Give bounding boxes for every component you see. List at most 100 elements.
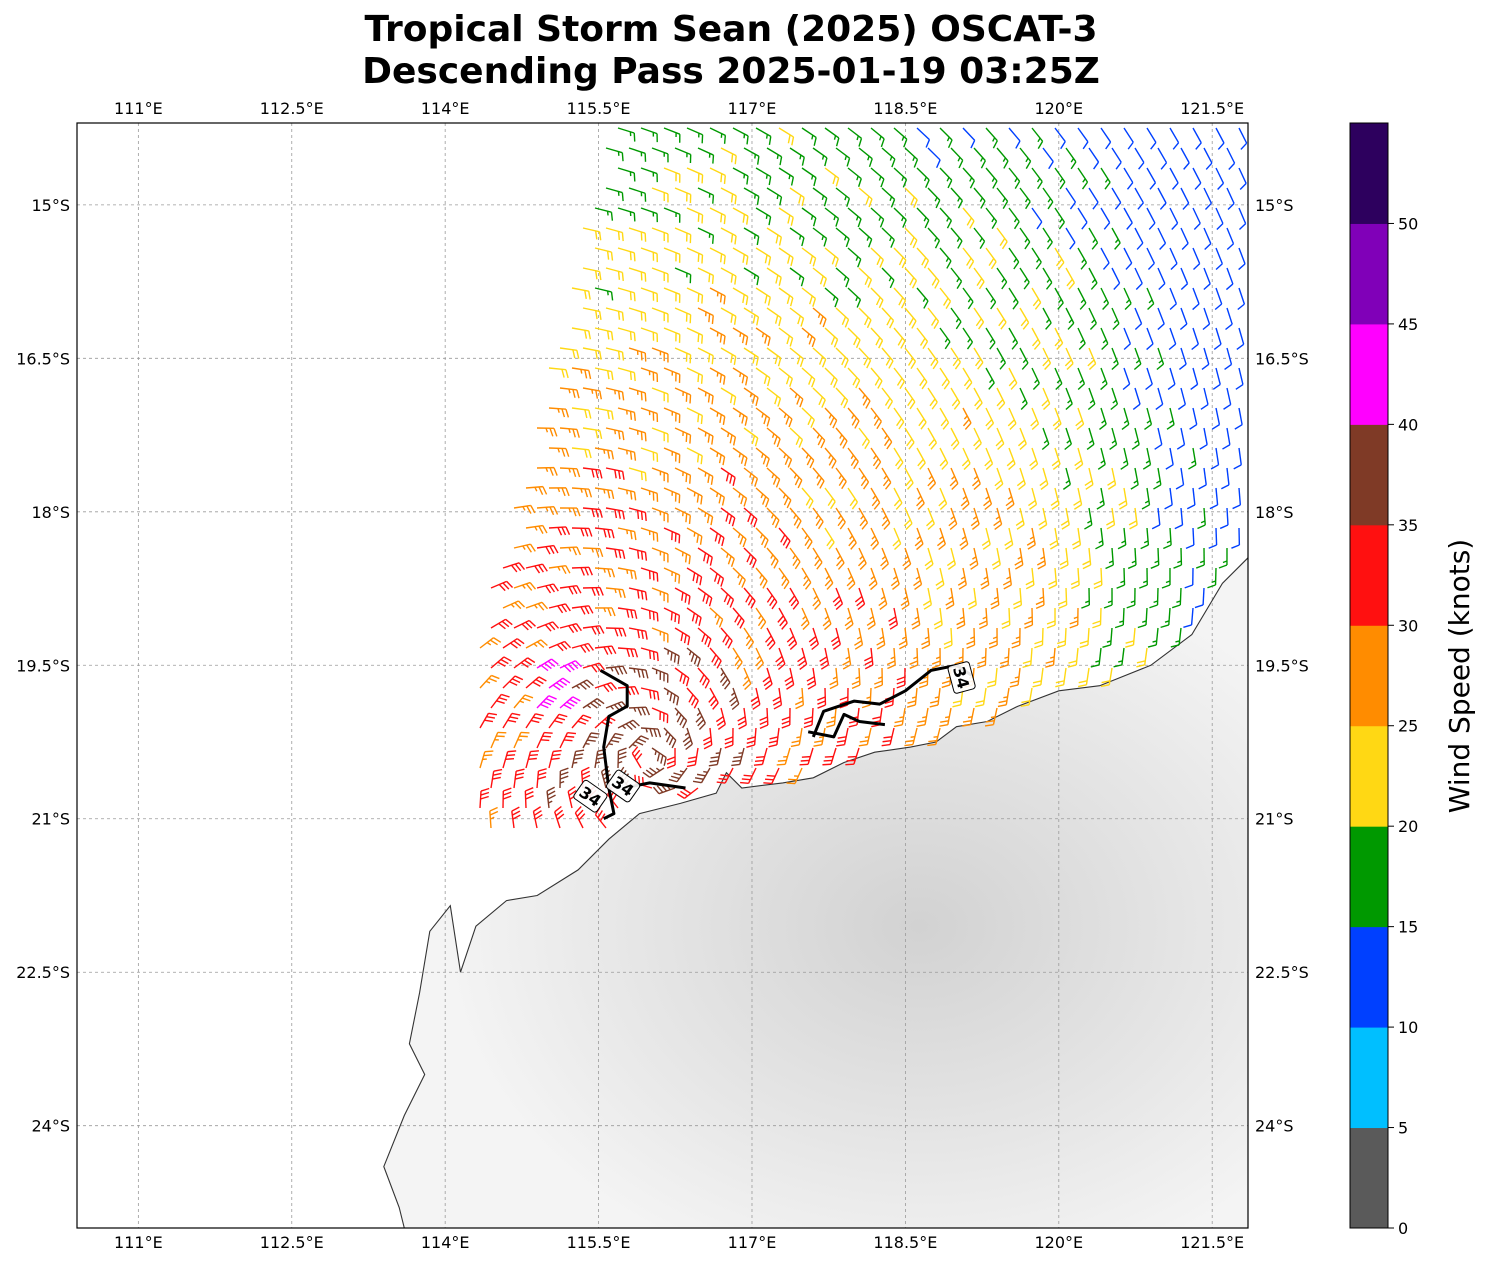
wind-barb [847, 287, 862, 308]
wind-barb-half-flag [989, 338, 994, 343]
wind-barb-shaft [812, 227, 827, 239]
wind-barb-half-flag [760, 453, 764, 458]
wind-barb-half-flag [1037, 137, 1041, 143]
wind-barb-flag [1042, 359, 1050, 367]
wind-barb-shaft [674, 147, 691, 156]
wind-barb-shaft [582, 732, 592, 749]
wind-barb-half-flag [804, 534, 808, 540]
wind-barb-flag [1069, 624, 1078, 629]
wind-barb-flag [766, 774, 776, 777]
wind-barb-flag [684, 594, 688, 603]
wind-barb-shaft [812, 667, 817, 685]
wind-barb-flag [618, 666, 624, 675]
wind-barb-flag [637, 707, 643, 716]
wind-barb-shaft [1031, 527, 1036, 545]
wind-barb [1131, 427, 1140, 450]
wind-barb-flag [895, 502, 903, 510]
wind-barb-flag [1006, 503, 1015, 511]
wind-barb-half-flag [1059, 178, 1064, 183]
wind-barb-flag [1057, 302, 1064, 310]
wind-barb-flag [1002, 580, 1012, 586]
wind-barb-flag [633, 491, 637, 501]
wind-barb [755, 487, 770, 508]
wind-barb-shaft [663, 207, 681, 215]
wind-barb-flag [750, 696, 759, 703]
wind-barb-flag [781, 720, 791, 725]
wind-barb-flag [1214, 303, 1223, 311]
wind-barb-half-flag [753, 274, 756, 280]
wind-barb-shaft [640, 607, 658, 614]
wind-barb-flag [854, 640, 863, 646]
wind-barb [789, 387, 804, 408]
wind-barb [731, 747, 745, 767]
wind-barb-flag [979, 240, 986, 249]
wind-barb-shaft [1019, 547, 1024, 565]
wind-barb [927, 387, 938, 410]
wind-barb [559, 767, 569, 789]
wind-barb-shaft [617, 367, 635, 374]
wind-barb-shaft [927, 227, 940, 242]
wind-barb-half-flag [545, 507, 549, 512]
wind-barb-shaft [640, 727, 659, 730]
wind-barb-shaft [950, 627, 953, 646]
wind-barb-half-flag [632, 743, 637, 747]
wind-barb-flag [991, 560, 1000, 566]
wind-barb-shaft [743, 267, 759, 278]
wind-barb-flag [808, 376, 813, 385]
wind-barb-flag [753, 518, 758, 528]
wind-barb-shaft [594, 814, 607, 829]
wind-barb-flag [744, 457, 748, 467]
wind-barb-half-flag [1017, 556, 1022, 560]
wind-barb-flag [569, 698, 578, 705]
wind-barb [1233, 447, 1242, 470]
wind-barb-flag [1147, 262, 1155, 270]
wind-barb-flag [716, 781, 726, 784]
wind-barb-flag [641, 669, 645, 679]
wind-barb-half-flag [1007, 496, 1013, 500]
wind-barb [746, 727, 757, 748]
wind-barb-half-flag [922, 297, 927, 302]
wind-barb [854, 627, 864, 650]
wind-barb-shaft [904, 427, 915, 443]
wind-barb-flag [516, 638, 525, 645]
wind-barb [916, 207, 930, 229]
wind-barb-flag [788, 418, 793, 428]
wind-barb-shaft [697, 387, 714, 397]
wind-barb [697, 307, 714, 325]
wind-barb [582, 467, 603, 479]
wind-barb-flag [545, 697, 555, 703]
wind-barb-flag [1025, 160, 1032, 169]
wind-barb-flag [1104, 181, 1111, 190]
wind-barb-flag [980, 584, 990, 590]
wind-barb-flag [884, 482, 892, 490]
wind-barb-shaft [1134, 267, 1143, 284]
wind-barb-flag [556, 716, 566, 721]
wind-barb-shaft [732, 247, 749, 257]
wind-barb [766, 427, 781, 448]
wind-barb-flag [802, 578, 810, 587]
wind-barb-shaft [1123, 207, 1133, 224]
wind-barb [1031, 287, 1042, 310]
wind-barb-flag [784, 456, 790, 465]
wind-barb-shaft [1100, 527, 1104, 545]
wind-barb-flag [552, 621, 560, 629]
wind-barb-flag [695, 615, 699, 624]
wind-barb-flag [771, 516, 777, 526]
wind-barb-half-flag [1164, 620, 1170, 623]
wind-barb-flag [718, 777, 728, 781]
wind-barb [651, 187, 669, 203]
wind-barb-flag [509, 681, 518, 686]
wind-barb-flag [656, 612, 659, 622]
wind-barb [948, 507, 958, 531]
wind-barb-shaft [1019, 347, 1029, 364]
wind-barb-shaft [893, 647, 896, 666]
wind-barb-half-flag [914, 616, 919, 620]
wind-barb [574, 806, 586, 829]
wind-barb-half-flag [734, 655, 739, 660]
wind-barb-half-flag [873, 455, 877, 460]
wind-barb-flag [1155, 403, 1164, 410]
wind-barb-shaft [784, 747, 791, 765]
wind-barb-shaft [904, 347, 917, 362]
